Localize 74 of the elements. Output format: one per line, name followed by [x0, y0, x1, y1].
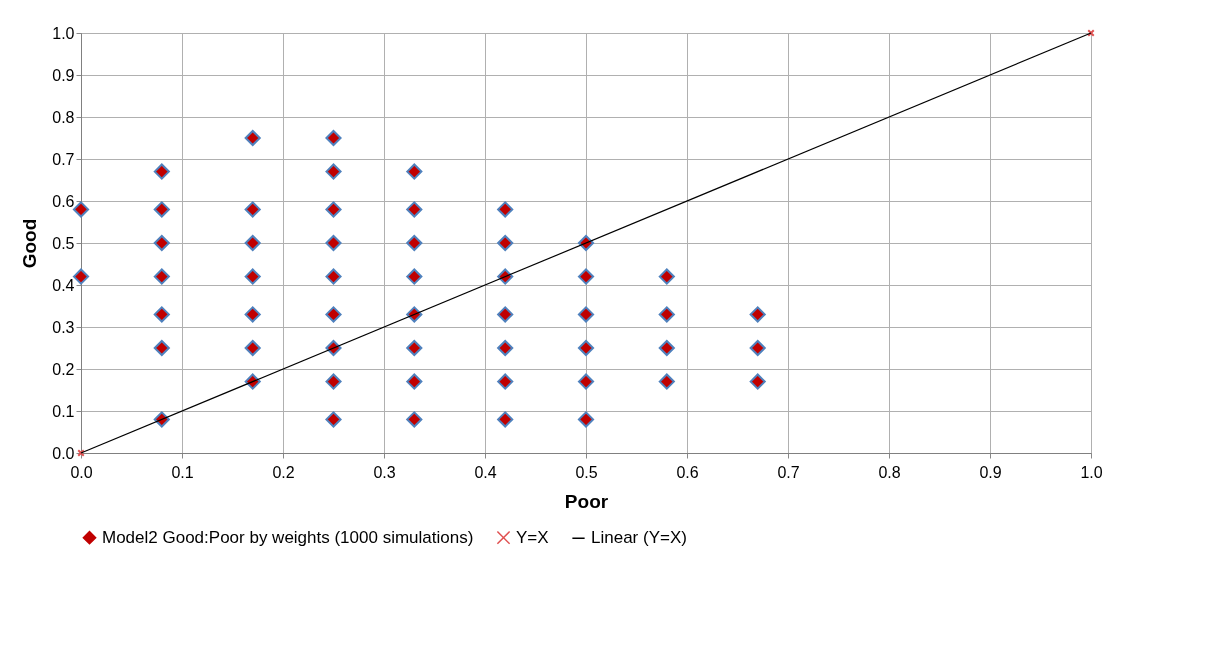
- point: [406, 373, 423, 390]
- point: [72, 201, 90, 218]
- point: [72, 268, 90, 285]
- point: [497, 339, 514, 357]
- y-tick-label: 0.2: [52, 360, 75, 378]
- x-tick-label: 0.9: [979, 463, 1002, 481]
- x-tick-label: 1.0: [1080, 463, 1103, 481]
- point: [577, 268, 595, 285]
- y-tick-label: 0.8: [52, 108, 75, 126]
- y-tick-label: 0.6: [52, 192, 75, 210]
- point: [325, 201, 342, 218]
- point: [406, 411, 423, 428]
- x-tick-label: 0.1: [171, 463, 194, 481]
- x-tick-label: 0.4: [474, 463, 497, 481]
- point: [325, 373, 342, 390]
- point: [325, 163, 342, 180]
- x-axis-title: Poor: [564, 490, 609, 512]
- point: [577, 339, 595, 357]
- point: [325, 268, 342, 285]
- point: [153, 306, 170, 323]
- point: [406, 201, 423, 218]
- point: [325, 306, 342, 323]
- point: [749, 339, 766, 357]
- point: [497, 411, 514, 428]
- point: [153, 234, 170, 252]
- x-tick-label: 0.3: [373, 463, 396, 481]
- y-tick-label: 0.7: [52, 150, 75, 168]
- point: [244, 268, 261, 285]
- point: [577, 306, 595, 323]
- legend-label: Y=X: [516, 527, 549, 547]
- y-axis-title: Good: [19, 218, 41, 269]
- point: [153, 163, 170, 180]
- point: [658, 268, 675, 285]
- point: [153, 201, 170, 218]
- y-tick-label: 0.4: [52, 276, 75, 294]
- y-tick-label: 0.3: [52, 318, 75, 336]
- point: [406, 339, 423, 357]
- point: [153, 339, 170, 357]
- point: [244, 129, 261, 147]
- x-tick-label: 0.0: [70, 463, 93, 481]
- y-tick-label: 0.5: [52, 234, 75, 252]
- point: [406, 268, 423, 285]
- x-tick-label: 0.6: [676, 463, 699, 481]
- point: [497, 306, 514, 323]
- point: [244, 339, 261, 357]
- x-tick-label: 0.5: [575, 463, 598, 481]
- point: [325, 411, 342, 428]
- y-tick-label: 0.1: [52, 402, 75, 420]
- y-tick-label: 1.0: [52, 24, 75, 42]
- point: [577, 411, 595, 428]
- point: [497, 234, 514, 252]
- point: [497, 373, 514, 390]
- point: [406, 163, 423, 180]
- point: [153, 268, 170, 285]
- point: [406, 234, 423, 252]
- point: [244, 234, 261, 252]
- point: [658, 306, 675, 323]
- point: [749, 373, 766, 390]
- point: [658, 339, 675, 357]
- legend-label: Linear (Y=X): [591, 528, 687, 548]
- point: [325, 234, 342, 252]
- point: [658, 373, 675, 390]
- legend-label: Model2 Good:Poor by weights (1000 simulations): [102, 527, 474, 547]
- point: [325, 129, 342, 147]
- x-tick-label: 0.8: [878, 463, 901, 481]
- y-tick-label: 0.0: [52, 444, 75, 462]
- point: [577, 373, 595, 390]
- point: [244, 306, 261, 323]
- y-tick-label: 0.9: [52, 66, 75, 84]
- point: [244, 201, 261, 218]
- x-tick-label: 0.2: [272, 463, 295, 481]
- x-tick-label: 0.7: [777, 463, 800, 481]
- point: [749, 306, 766, 323]
- point: [497, 201, 514, 218]
